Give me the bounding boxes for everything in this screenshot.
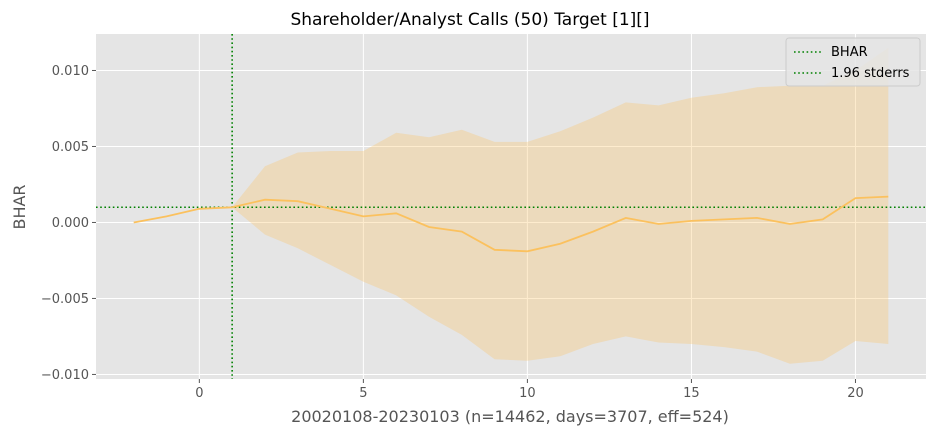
x-axis-ticks: 0 5 10 15 20 [195,379,864,401]
chart-title: Shareholder/Analyst Calls (50) Target [1… [290,10,649,30]
grid-lines [96,34,926,379]
x-tick-label: 5 [359,386,367,401]
y-tick-label: 0.000 [52,216,89,231]
legend: BHAR 1.96 stderrs [785,37,921,87]
legend-entry-bhar-label: BHAR [831,45,868,60]
y-tick-label: −0.010 [41,368,89,383]
x-tick-label: 0 [195,386,203,401]
x-tick-label: 15 [683,386,700,401]
y-axis-label: BHAR [10,184,29,229]
y-tick-label: 0.005 [52,140,89,155]
x-tick-label: 20 [847,386,864,401]
stderr-band [133,47,889,364]
x-axis-label: 20020108-20230103 (n=14462, days=3707, e… [291,407,729,426]
legend-entry-stderrs-label: 1.96 stderrs [831,66,910,81]
x-tick-label: 10 [519,386,536,401]
y-tick-label: −0.005 [41,292,89,307]
bhar-series-line [133,195,889,253]
y-axis-ticks: −0.010 −0.005 0.000 0.005 0.010 [41,64,96,383]
y-tick-label: 0.010 [52,64,89,79]
legend-box [785,37,921,87]
